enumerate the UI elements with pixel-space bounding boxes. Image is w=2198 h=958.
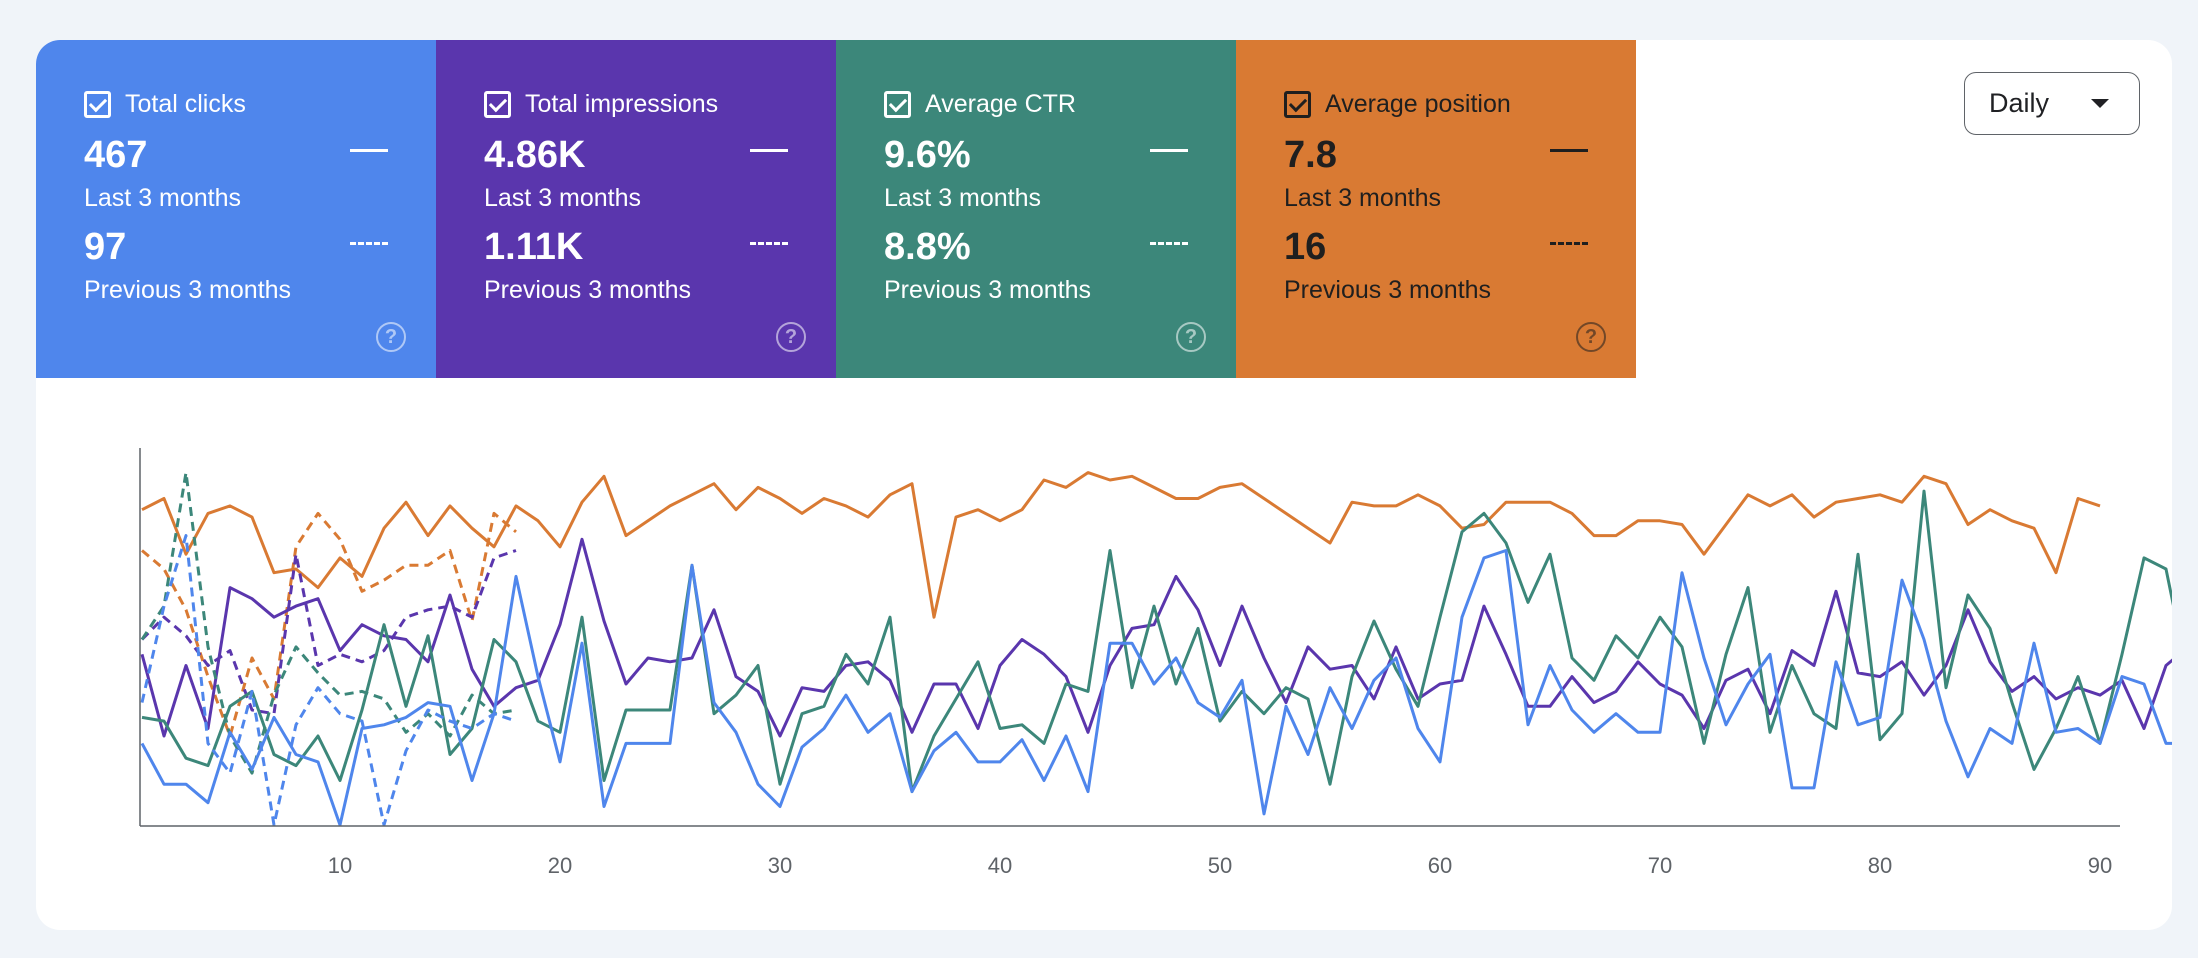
solid-line-legend-icon	[350, 149, 388, 152]
series-line-total-impressions-previous	[140, 549, 517, 716]
help-circle-icon[interactable]: ?	[1176, 322, 1206, 352]
previous-period-label: Previous 3 months	[1284, 276, 1492, 304]
series-line-total-clicks-previous	[140, 534, 517, 827]
metric-card-total-impressions[interactable]: Total impressions 4.86K Last 3 months 1.…	[436, 40, 836, 378]
dashed-line-legend-icon	[350, 242, 388, 245]
previous-value: 8.8%	[884, 226, 971, 268]
x-tick-label: 30	[768, 853, 792, 878]
x-tick-label: 90	[2088, 853, 2112, 878]
dropdown-selected-value: Daily	[1989, 88, 2050, 118]
series-line-average-ctr-current	[141, 489, 2172, 794]
current-value: 4.86K	[484, 134, 586, 176]
help-circle-icon[interactable]: ?	[1576, 322, 1606, 352]
current-period-label: Last 3 months	[484, 184, 642, 212]
metric-card-total-clicks[interactable]: Total clicks 467 Last 3 months 97 Previo…	[36, 40, 436, 378]
metric-cards: Total clicks 467 Last 3 months 97 Previo…	[36, 40, 1636, 378]
checkbox-checked-icon[interactable]	[1284, 91, 1311, 118]
x-tick-label: 80	[1868, 853, 1892, 878]
current-period-label: Last 3 months	[884, 184, 1042, 212]
previous-value: 1.11K	[484, 226, 584, 268]
x-tick-label: 50	[1208, 853, 1232, 878]
card-title: Average position	[1325, 90, 1511, 118]
series-line-average-ctr-previous	[140, 471, 517, 775]
current-period-label: Last 3 months	[84, 184, 242, 212]
chart-series-group	[140, 471, 2172, 827]
help-circle-icon[interactable]: ?	[776, 322, 806, 352]
series-line-average-position-previous	[141, 511, 517, 738]
card-header: Average position	[1284, 90, 1511, 119]
x-tick-label: 10	[328, 853, 352, 878]
checkbox-checked-icon[interactable]	[884, 91, 911, 118]
metric-card-average-ctr[interactable]: Average CTR 9.6% Last 3 months 8.8% Prev…	[836, 40, 1236, 378]
x-tick-label: 60	[1428, 853, 1452, 878]
current-value: 467	[84, 134, 148, 176]
previous-period-label: Previous 3 months	[884, 276, 1092, 304]
performance-line-chart: 10 20 30 40 50 60 70 80 90	[139, 448, 2172, 878]
series-line-total-impressions-current	[140, 537, 2172, 738]
series-line-average-position-current	[141, 471, 2101, 619]
dashed-line-legend-icon	[750, 242, 788, 245]
current-value: 7.8	[1284, 134, 1337, 176]
previous-period-label: Previous 3 months	[84, 276, 292, 304]
current-value: 9.6%	[884, 134, 971, 176]
performance-panel: Total clicks 467 Last 3 months 97 Previo…	[36, 40, 2172, 930]
checkbox-checked-icon[interactable]	[484, 91, 511, 118]
dashed-line-legend-icon	[1150, 242, 1188, 245]
series-line-total-clicks-current	[140, 549, 2172, 827]
granularity-dropdown[interactable]: Daily	[1964, 72, 2140, 135]
checkbox-checked-icon[interactable]	[84, 91, 111, 118]
solid-line-legend-icon	[1150, 149, 1188, 152]
solid-line-legend-icon	[1550, 149, 1588, 152]
card-header: Average CTR	[884, 90, 1076, 119]
card-header: Total impressions	[484, 90, 718, 119]
card-title: Average CTR	[925, 90, 1076, 118]
previous-value: 16	[1284, 226, 1327, 268]
solid-line-legend-icon	[750, 149, 788, 152]
previous-value: 97	[84, 226, 127, 268]
x-tick-label: 20	[548, 853, 572, 878]
dashed-line-legend-icon	[1550, 242, 1588, 245]
card-title: Total clicks	[125, 90, 246, 118]
arrow-drop-down-icon	[2091, 99, 2109, 108]
current-period-label: Last 3 months	[1284, 184, 1442, 212]
card-header: Total clicks	[84, 90, 246, 119]
x-tick-label: 40	[988, 853, 1012, 878]
x-tick-label: 70	[1648, 853, 1672, 878]
x-axis-ticks: 10 20 30 40 50 60 70 80 90	[328, 853, 2112, 878]
previous-period-label: Previous 3 months	[484, 276, 692, 304]
help-circle-icon[interactable]: ?	[376, 322, 406, 352]
card-title: Total impressions	[525, 90, 719, 118]
metric-card-average-position[interactable]: Average position 7.8 Last 3 months 16 Pr…	[1236, 40, 1636, 378]
